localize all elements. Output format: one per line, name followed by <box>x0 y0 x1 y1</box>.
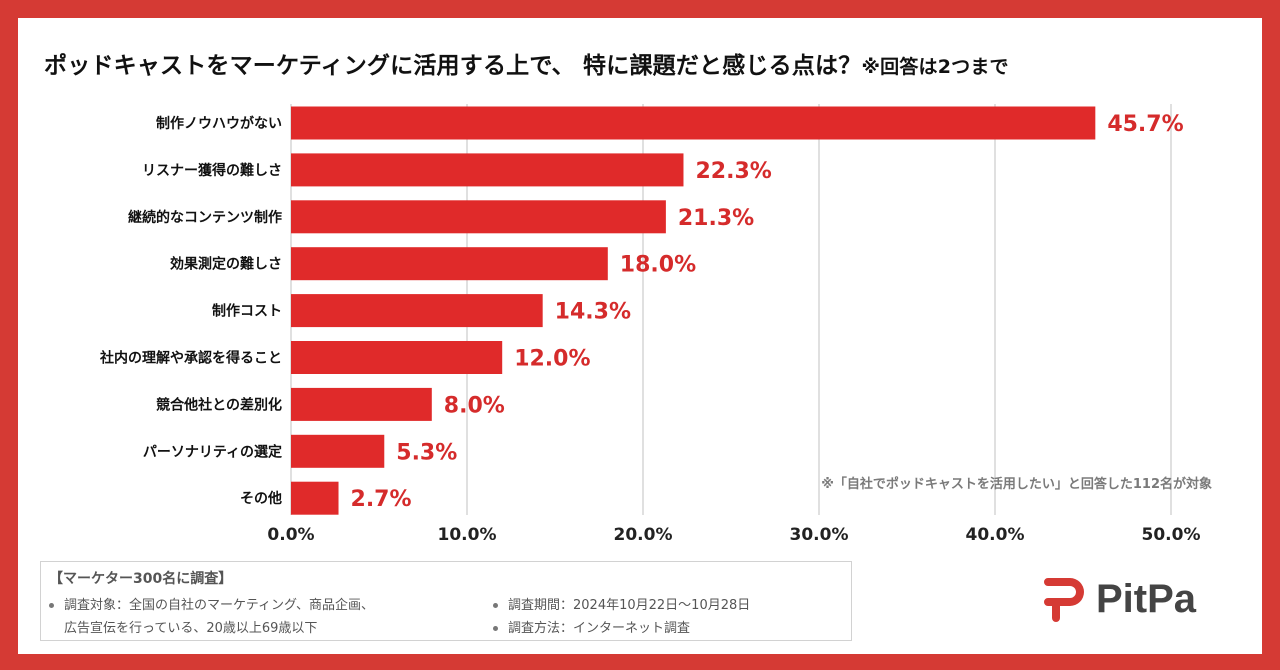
pitpa-logo-icon <box>1044 578 1084 622</box>
footnote: ※「自社でポッドキャストを活用したい」と回答した112名が対象 <box>821 477 1212 492</box>
value-label: 18.0% <box>620 253 696 278</box>
x-tick-label: 10.0% <box>438 525 497 545</box>
value-label: 8.0% <box>444 393 505 418</box>
chart-title: ポッドキャストをマーケティングに活用する上で、 特に課題だと感じる点は？※回答は… <box>44 46 1009 80</box>
title-main: ポッドキャストをマーケティングに活用する上で、 特に課題だと感じる点は？ <box>44 53 862 79</box>
bar <box>291 434 385 468</box>
bar <box>291 106 1096 140</box>
bars <box>291 106 1096 515</box>
x-tick-label: 20.0% <box>614 525 673 545</box>
category-label: その他 <box>240 490 282 507</box>
x-axis-ticks: 0.0% 10.0% 20.0% 30.0% 40.0% 50.0% <box>267 525 1200 545</box>
bullet-icon <box>49 603 54 608</box>
value-label: 14.3% <box>555 300 631 325</box>
bar <box>291 294 543 328</box>
survey-info-box: 【マーケター300名に調査】 調査対象：全国の自社のマーケティング、商品企画、 … <box>40 561 852 641</box>
survey-target-line2: 広告宣伝を行っている、20歳以上69歳以下 <box>64 621 318 636</box>
value-label: 21.3% <box>678 206 754 231</box>
bar <box>291 200 666 234</box>
pitpa-logo: PitPa <box>1042 574 1196 624</box>
x-tick-label: 50.0% <box>1142 525 1201 545</box>
value-labels: 45.7% 22.3% 21.3% 18.0% 14.3% 12.0% 8.0% 5.3% 2.… <box>351 112 1184 512</box>
x-tick-label: 30.0% <box>790 525 849 545</box>
survey-period: 調査期間：2024年10月22日～10月28日 <box>493 594 750 617</box>
category-label: 継続的なコンテンツ制作 <box>128 209 282 226</box>
value-label: 5.3% <box>396 440 457 465</box>
bar-chart: 制作ノウハウがないリスナー獲得の難しさ継続的なコンテンツ制作効果測定の難しさ制作… <box>99 104 1200 545</box>
x-tick-label: 0.0% <box>267 525 314 545</box>
value-label: 2.7% <box>351 487 412 512</box>
bar <box>291 481 339 515</box>
category-label: パーソナリティの選定 <box>143 443 282 460</box>
category-label: 制作ノウハウがない <box>156 115 282 132</box>
survey-target-line1: 調査対象：全国の自社のマーケティング、商品企画、 <box>64 598 375 613</box>
bar <box>291 341 503 374</box>
value-label: 22.3% <box>695 159 771 184</box>
survey-target: 調査対象：全国の自社のマーケティング、商品企画、 広告宣伝を行っている、20歳以… <box>49 594 374 640</box>
category-label: リスナー獲得の難しさ <box>142 162 282 179</box>
survey-method-text: 調査方法：インターネット調査 <box>508 621 691 636</box>
category-label: 制作コスト <box>212 303 282 320</box>
title-note: ※回答は2つまで <box>861 56 1009 78</box>
category-label: 競合他社との差別化 <box>156 396 282 413</box>
bar <box>291 153 684 187</box>
value-label: 12.0% <box>514 347 590 372</box>
category-label: 社内の理解や承認を得ること <box>99 350 282 367</box>
logo-text: PitPa <box>1096 576 1197 621</box>
bar <box>291 247 608 281</box>
bullet-icon <box>493 626 498 631</box>
x-tick-label: 40.0% <box>966 525 1025 545</box>
bar <box>291 387 432 421</box>
bullet-icon <box>493 603 498 608</box>
survey-heading: 【マーケター300名に調査】 <box>49 571 233 587</box>
value-label: 45.7% <box>1107 112 1183 137</box>
category-label: 効果測定の難しさ <box>170 256 282 273</box>
chart-card: ポッドキャストをマーケティングに活用する上で、 特に課題だと感じる点は？※回答は… <box>18 18 1262 654</box>
survey-period-text: 調査期間：2024年10月22日～10月28日 <box>508 598 751 613</box>
survey-method: 調査方法：インターネット調査 <box>493 617 690 640</box>
category-labels: 制作ノウハウがないリスナー獲得の難しさ継続的なコンテンツ制作効果測定の難しさ制作… <box>99 115 282 507</box>
